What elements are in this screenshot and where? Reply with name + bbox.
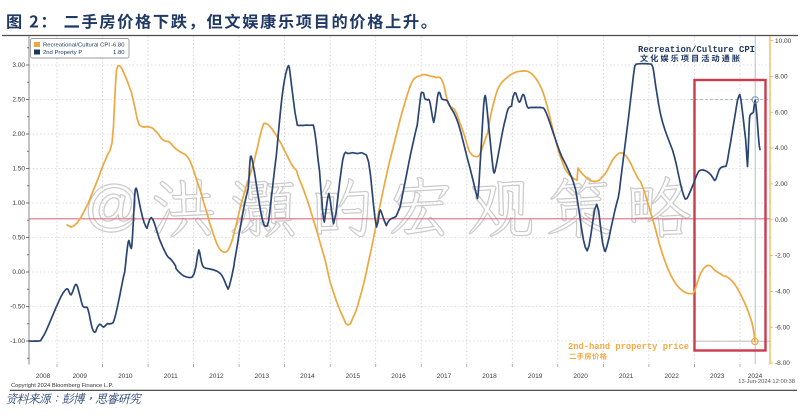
svg-text:10.00: 10.00	[775, 38, 792, 45]
svg-text:2008: 2008	[36, 373, 51, 380]
svg-text:Recreation/Culture CPI: Recreation/Culture CPI	[638, 45, 755, 55]
svg-text:2012: 2012	[209, 373, 224, 380]
svg-text:-6.80: -6.80	[111, 43, 125, 49]
svg-text:13-Jun-2024 12:00:38: 13-Jun-2024 12:00:38	[738, 379, 795, 385]
svg-text:1.00: 1.00	[12, 200, 25, 207]
svg-text:0.00: 0.00	[12, 269, 25, 276]
svg-text:2.00: 2.00	[775, 181, 788, 188]
svg-text:2013: 2013	[255, 373, 270, 380]
svg-text:2019: 2019	[528, 373, 543, 380]
svg-text:Copyright 2024 Bloomberg Finan: Copyright 2024 Bloomberg Finance L.P.	[11, 383, 114, 389]
svg-text:2024: 2024	[748, 373, 763, 380]
svg-text:2023: 2023	[710, 373, 725, 380]
svg-text:0.00: 0.00	[775, 217, 788, 224]
svg-text:-2.00: -2.00	[775, 253, 790, 260]
svg-text:-0.50: -0.50	[10, 304, 25, 311]
svg-text:2022: 2022	[664, 373, 679, 380]
svg-text:8.00: 8.00	[775, 74, 788, 81]
svg-text:2011: 2011	[164, 373, 178, 380]
svg-text:2018: 2018	[482, 373, 497, 380]
svg-text:2nd-hand property price: 2nd-hand property price	[568, 342, 689, 352]
svg-text:3.00: 3.00	[12, 62, 25, 69]
svg-text:2010: 2010	[118, 373, 133, 380]
svg-text:2020: 2020	[573, 373, 588, 380]
svg-text:2016: 2016	[391, 373, 406, 380]
svg-text:2.50: 2.50	[12, 97, 25, 104]
svg-text:2014: 2014	[300, 373, 315, 380]
svg-text:2.00: 2.00	[12, 131, 25, 138]
svg-text:6.00: 6.00	[775, 109, 788, 116]
svg-text:2nd Property P: 2nd Property P	[43, 50, 82, 56]
svg-text:2017: 2017	[437, 373, 452, 380]
svg-text:-4.00: -4.00	[775, 289, 790, 296]
svg-text:1.80: 1.80	[113, 50, 125, 56]
svg-text:2015: 2015	[346, 373, 361, 380]
svg-text:-1.00: -1.00	[10, 338, 25, 345]
svg-text:0.50: 0.50	[12, 235, 25, 242]
svg-text:-6.00: -6.00	[775, 324, 790, 331]
svg-text:2009: 2009	[73, 373, 88, 380]
svg-text:Recreational/Cultural CPI: Recreational/Cultural CPI	[43, 43, 110, 49]
svg-text:-8.00: -8.00	[775, 360, 790, 367]
svg-text:4.00: 4.00	[775, 145, 788, 152]
svg-text:1.50: 1.50	[12, 166, 25, 173]
svg-text:2021: 2021	[619, 373, 634, 380]
